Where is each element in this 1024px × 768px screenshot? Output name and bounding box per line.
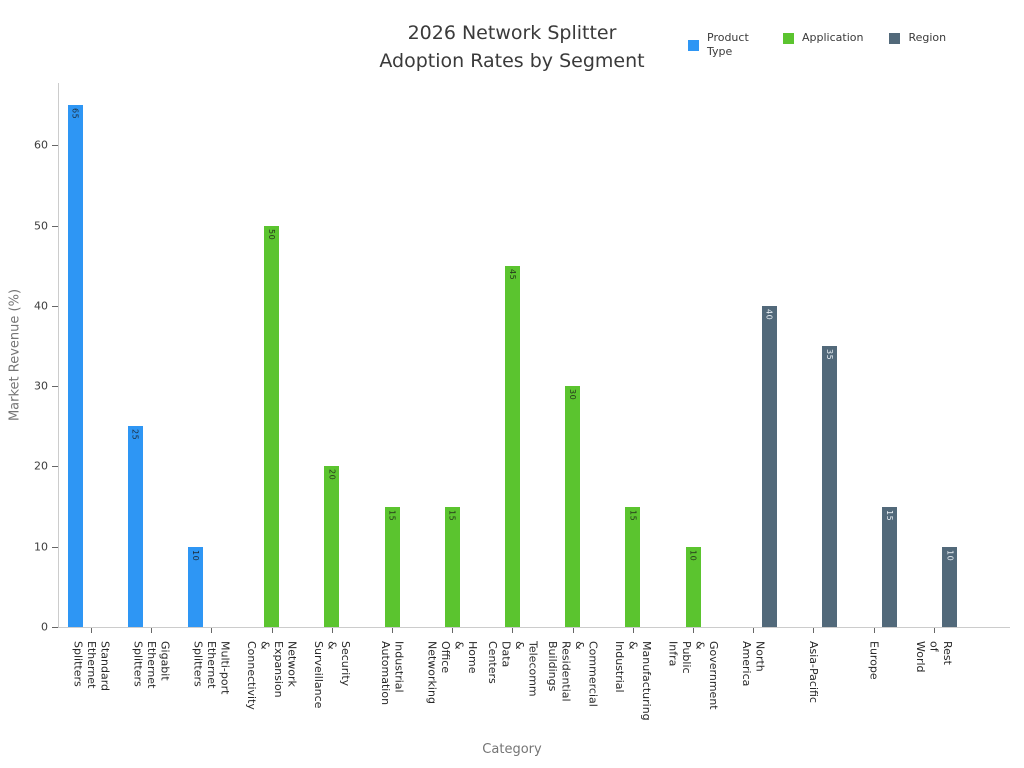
x-axis-spine — [58, 627, 1010, 628]
y-tick-mark — [52, 145, 58, 147]
y-tick-label: 40 — [34, 299, 48, 313]
x-tick-label: Telecomm & Data Centers — [485, 641, 540, 697]
bar — [504, 265, 520, 627]
bar — [625, 506, 641, 627]
bar-value-label: 30 — [568, 389, 578, 401]
legend-label: Application — [802, 31, 864, 44]
bar-value-label: 15 — [447, 509, 457, 521]
x-tick-mark — [753, 628, 755, 633]
bar-value-label: 40 — [764, 308, 774, 320]
y-tick-label: 30 — [34, 379, 48, 393]
x-tick-label: Industrial Automation — [379, 641, 406, 706]
x-tick-label: Rest of World — [914, 641, 955, 673]
x-tick-mark — [392, 628, 393, 633]
x-tick-mark — [452, 628, 454, 633]
x-tick-label: Network Expansion & Connectivity — [245, 641, 299, 710]
legend-swatch-icon — [783, 32, 794, 44]
x-tick-label: Multi-port Ethernet Splitters — [191, 641, 232, 695]
x-tick-mark — [693, 628, 694, 633]
bar-value-label: 45 — [507, 268, 517, 280]
x-tick-mark — [151, 628, 153, 633]
y-tick-label: 10 — [34, 540, 48, 554]
legend-item: Application — [783, 31, 863, 45]
x-tick-mark — [632, 628, 634, 633]
bar-value-label: 35 — [824, 348, 834, 361]
x-tick-label: Europe — [867, 641, 881, 680]
y-tick-label: 0 — [41, 620, 48, 634]
y-tick-mark — [52, 225, 58, 227]
x-tick-mark — [512, 628, 514, 633]
y-tick-mark — [52, 305, 58, 307]
bar-value-label: 10 — [688, 549, 698, 561]
x-tick-mark — [873, 628, 875, 633]
legend: Product Type Application Region — [688, 31, 946, 59]
bar — [187, 546, 203, 627]
bar-value-label: 15 — [628, 509, 638, 521]
bar-value-label: 15 — [885, 509, 895, 521]
bar-value-label: 10 — [945, 549, 955, 561]
bar-value-label: 25 — [130, 429, 140, 441]
bar — [324, 466, 340, 627]
x-tick-mark — [91, 628, 92, 633]
x-tick-label: Home & Office Networking — [425, 641, 480, 704]
bar — [821, 345, 837, 627]
bar — [264, 225, 280, 627]
bar — [67, 105, 83, 627]
y-tick-label: 20 — [34, 459, 48, 473]
legend-swatch-icon — [889, 32, 901, 44]
x-tick-label: Standard Ethernet Splitters — [71, 641, 112, 692]
x-tick-label: North America — [740, 641, 767, 687]
chart-title-line2: Adoption Rates by Segment — [379, 50, 645, 72]
x-tick-label: Commercial & Residential Buildings — [546, 641, 600, 707]
x-tick-mark — [813, 628, 815, 633]
x-tick-label: Manufacturing & Industrial — [613, 641, 654, 721]
legend-item: Product Type — [688, 31, 757, 59]
bar — [942, 546, 958, 627]
x-tick-label: Government & Public Infra — [666, 641, 721, 710]
y-tick-label: 60 — [34, 138, 48, 152]
bar — [565, 386, 581, 627]
x-tick-mark — [211, 628, 213, 633]
y-tick-mark — [52, 546, 58, 548]
bar — [127, 426, 143, 627]
bar — [384, 506, 400, 627]
bar-value-label: 20 — [327, 469, 337, 481]
x-tick-mark — [572, 628, 574, 633]
x-tick-label: Security & Surveillance — [312, 641, 353, 709]
x-tick-label: Asia-Pacific — [807, 641, 821, 703]
bar-value-label: 65 — [70, 108, 80, 120]
legend-label: Region — [908, 31, 947, 44]
y-tick-mark — [52, 386, 58, 388]
bar-value-label: 10 — [190, 549, 200, 561]
x-tick-mark — [271, 628, 273, 633]
x-tick-label: Gigabit Ethernet Splitters — [131, 641, 172, 689]
y-axis-spine — [58, 83, 59, 628]
bar-value-label: 15 — [387, 509, 397, 521]
legend-item: Region — [889, 31, 946, 45]
chart-title: 2026 Network Splitter Adoption Rates by … — [379, 19, 644, 75]
legend-swatch-icon — [688, 39, 699, 51]
bar — [444, 506, 460, 627]
x-tick-mark — [331, 628, 333, 633]
bar — [761, 305, 777, 627]
bar — [685, 546, 701, 627]
y-tick-label: 50 — [34, 219, 48, 232]
bar-value-label: 50 — [267, 228, 277, 240]
y-tick-mark — [52, 466, 58, 468]
x-tick-mark — [933, 628, 935, 633]
y-tick-mark — [52, 627, 58, 628]
legend-label: Product Type — [707, 31, 749, 58]
chart-title-line1: 2026 Network Splitter — [407, 22, 617, 44]
x-axis-title: Category — [482, 742, 542, 757]
bar — [882, 506, 898, 627]
